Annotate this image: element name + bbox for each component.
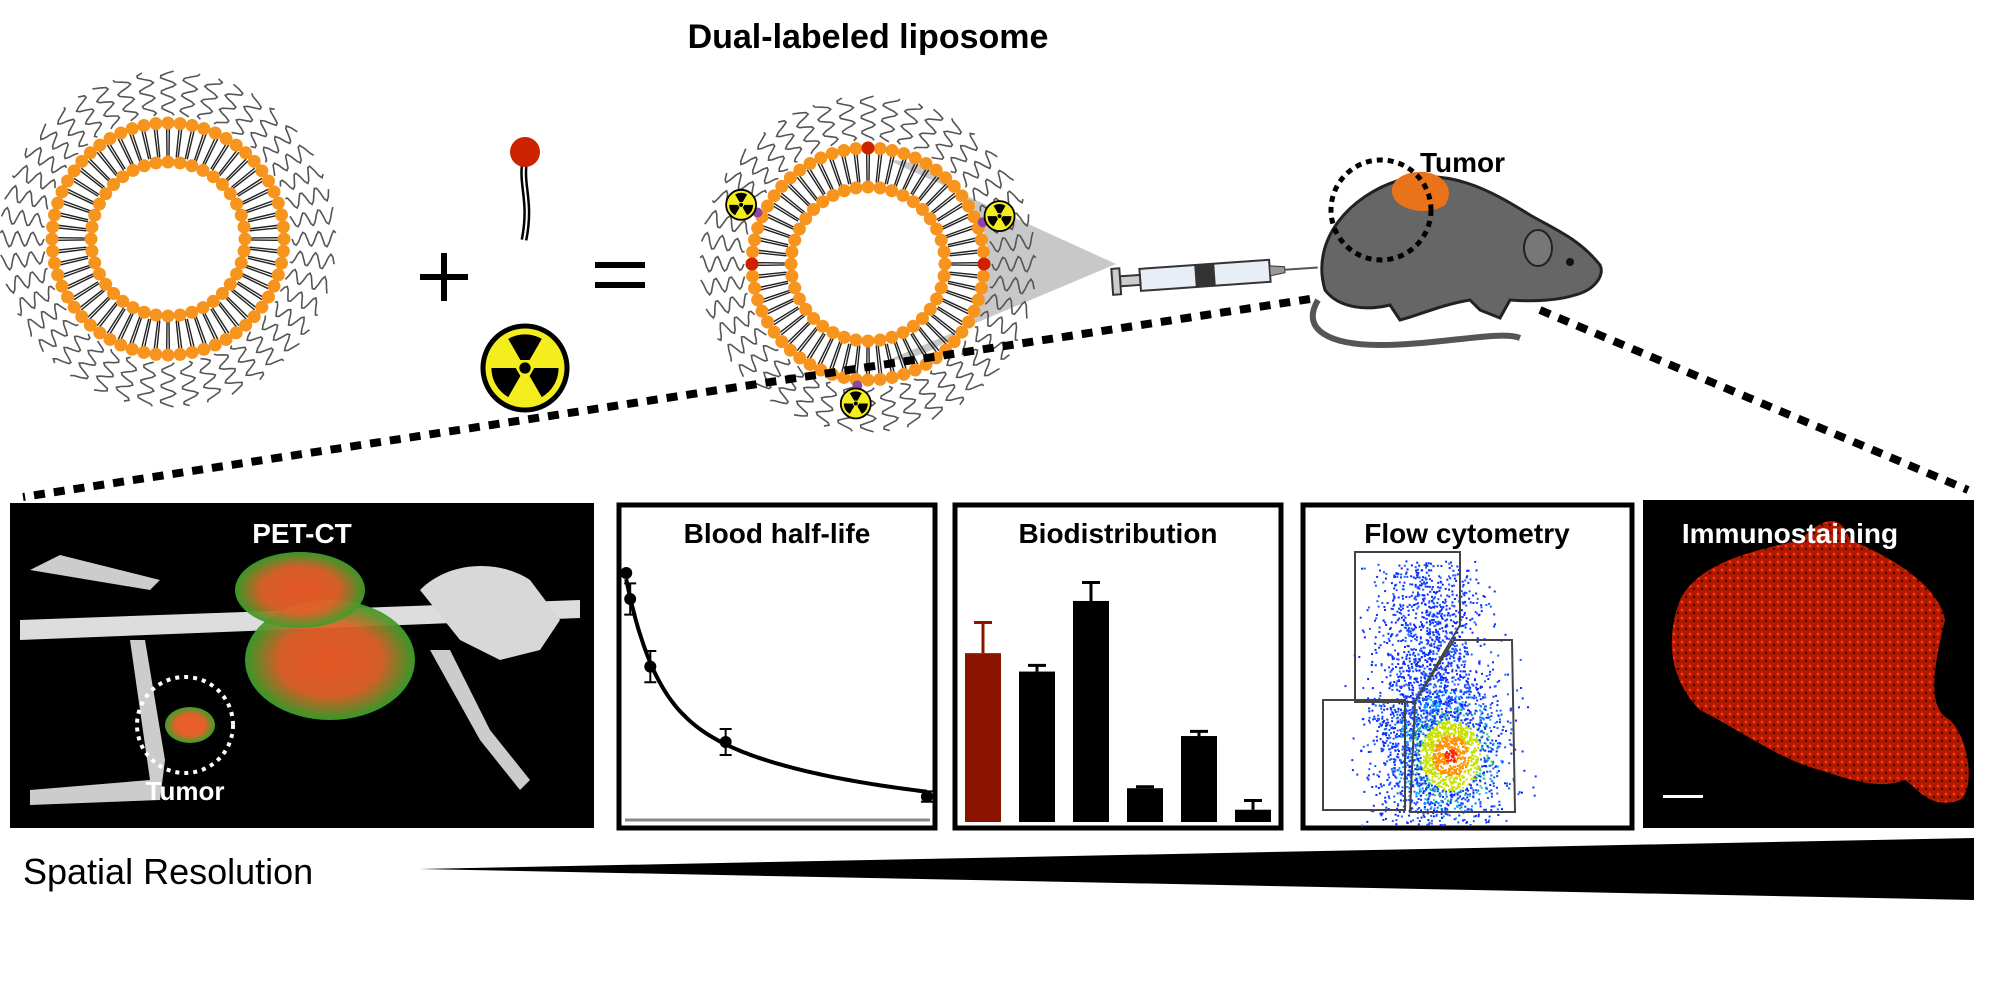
gate: [1322, 699, 1406, 811]
data-point: [624, 593, 637, 605]
plain-liposome: [0, 70, 337, 408]
gate: [1408, 639, 1517, 813]
data-point: [920, 790, 933, 803]
resolution-wedge: [419, 838, 1974, 900]
radiation-icon: [839, 387, 872, 420]
syringe-icon: [1110, 258, 1318, 296]
plus-sign: [420, 253, 468, 301]
zoom-line-left: [22, 295, 1311, 501]
radiation-icon: [983, 200, 1016, 233]
bar: [1019, 671, 1055, 822]
pet-ct-panel: PET-CT Tumor: [10, 503, 594, 828]
bar: [965, 653, 1001, 822]
error-bar: [1082, 581, 1100, 601]
label-lipid-icon: [510, 137, 540, 241]
bar: [1181, 736, 1217, 822]
bar: [1073, 600, 1109, 822]
gate: [1354, 551, 1461, 703]
fit-curve: [624, 578, 928, 794]
bar: [1127, 788, 1163, 822]
tumor-circle: [1328, 157, 1434, 263]
biodistribution-panel: Biodistribution: [952, 502, 1284, 831]
radiation-icon: [480, 323, 570, 413]
fluorophore-head: [977, 257, 991, 271]
dual-labeled-liposome: [699, 95, 1037, 433]
flow-title: Flow cytometry: [1364, 518, 1570, 549]
biodistribution-title: Biodistribution: [1018, 518, 1217, 549]
pet-ct-title: PET-CT: [252, 518, 352, 549]
mouse-illustration: Tumor: [1309, 147, 1603, 349]
data-point: [620, 567, 633, 579]
error-bar: [1244, 799, 1262, 810]
flow-cytometry-panel: Flow cytometry: [1300, 502, 1635, 831]
fluorophore-head: [745, 257, 759, 271]
spatial-resolution-label: Spatial Resolution: [23, 851, 313, 892]
tumor-label: Tumor: [1420, 147, 1505, 178]
error-bar: [974, 620, 992, 654]
pet-ct-tumor-label: Tumor: [146, 776, 225, 806]
bar: [1235, 809, 1271, 822]
data-point: [719, 736, 732, 748]
error-bar: [1136, 785, 1154, 789]
blood-half-life-panel: Blood half-life: [616, 502, 938, 831]
figure-title: Dual-labeled liposome: [688, 18, 1049, 56]
immunostaining-panel: Immunostaining: [1643, 500, 1974, 828]
data-point: [644, 660, 657, 673]
immuno-title: Immunostaining: [1682, 518, 1898, 549]
blood-title: Blood half-life: [684, 518, 871, 549]
error-bar: [1190, 729, 1208, 737]
error-bar: [1028, 663, 1046, 672]
zoom-line-right: [1538, 306, 1970, 494]
radiation-icon: [725, 188, 758, 221]
equals-sign: [595, 262, 645, 288]
fluorophore-head: [861, 141, 875, 155]
